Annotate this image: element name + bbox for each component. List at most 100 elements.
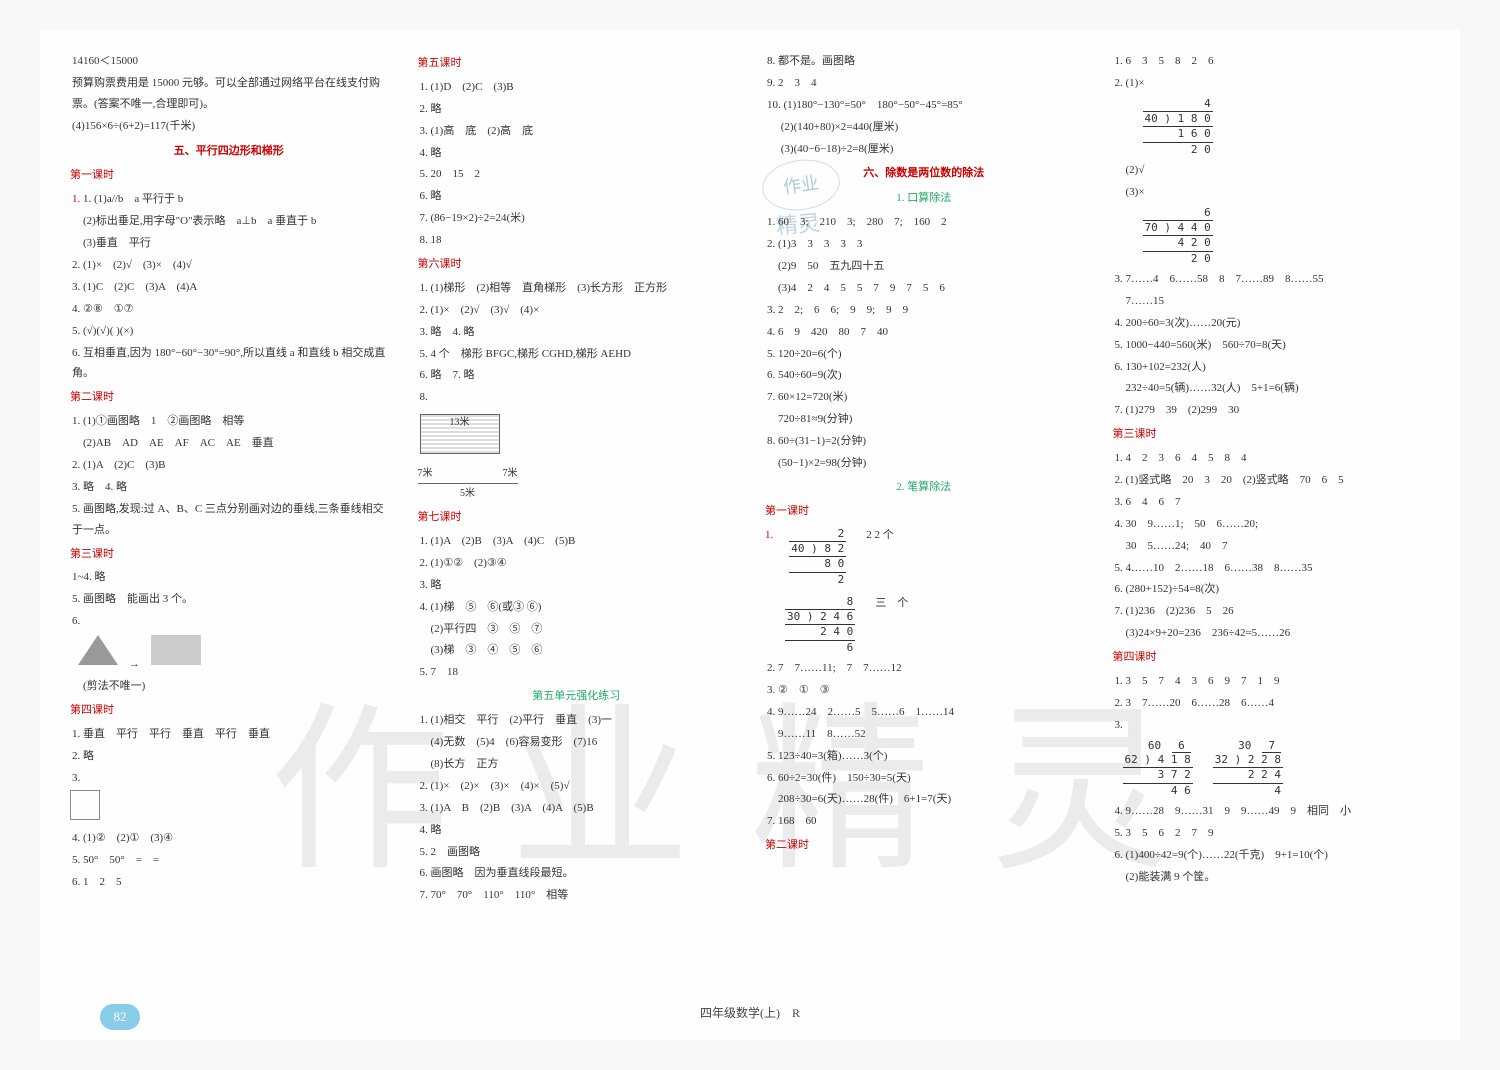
answer-line: 6. (1)400÷42=9(个)……22(千克) 9+1=10(个) bbox=[1113, 845, 1431, 866]
answer-line: 3. ② ① ③ bbox=[765, 680, 1083, 701]
long-division-2: 8 30 ) 2 4 6 2 4 0 6 bbox=[785, 595, 855, 655]
answer-line: 3. bbox=[70, 768, 388, 789]
lesson-7-title: 第七课时 bbox=[418, 507, 736, 528]
answer-line: 8. 18 bbox=[418, 230, 736, 251]
lesson-6-title: 第六课时 bbox=[418, 254, 736, 275]
answer-line: 1~4. 略 bbox=[70, 567, 388, 588]
answer-line: 9. 2 3 4 bbox=[765, 73, 1083, 94]
answer-line: 6. 540÷60=9(次) bbox=[765, 365, 1083, 386]
answer-line: 2. 略 bbox=[418, 99, 736, 120]
answer-line: 5. 4……10 2……18 6……38 8……35 bbox=[1113, 558, 1431, 579]
answer-line: (50−1)×2=98(分钟) bbox=[765, 453, 1083, 474]
answer-line: 5. 50° 50° = = bbox=[70, 850, 388, 871]
answer-line: 5. 1000−440=560(米) 560÷70=8(天) bbox=[1113, 335, 1431, 356]
answer-line: 4. (1)② (2)① (3)④ bbox=[70, 828, 388, 849]
answer-line: 2. (1)× bbox=[1113, 73, 1431, 94]
answer-line: 3. 略 bbox=[418, 575, 736, 596]
diagram-left-label: 7米 bbox=[418, 464, 433, 483]
text-line: 14160＜15000 bbox=[70, 51, 388, 72]
answer-line: (2)标出垂足,用字母"O"表示略 a⊥b a 垂直于 b bbox=[70, 211, 388, 232]
sub-2-title: 2. 笔算除法 bbox=[765, 477, 1083, 498]
answer-line: 2. (1)3 3 3 3 3 bbox=[765, 234, 1083, 255]
column-4: 1. 6 3 5 8 2 6 2. (1)× 4 40 ) 1 8 0 1 6 … bbox=[1113, 50, 1431, 980]
answer-line: 1. (1)梯形 (2)相等 直角梯形 (3)长方形 正方形 bbox=[418, 278, 736, 299]
long-division-c4-3b: 30 7 32 ) 2 2 8 2 2 4 4 bbox=[1213, 739, 1283, 798]
answer-line: 4. 9……24 2……5 5……6 1……14 bbox=[765, 702, 1083, 723]
column-1: 14160＜15000 预算购票费用是 15000 元够。可以全部通过网络平台在… bbox=[70, 50, 388, 980]
answer-line: 3. (1)A B (2)B (3)A (4)A (5)B bbox=[418, 798, 736, 819]
page-footer: 四年级数学(上) R bbox=[40, 1003, 1460, 1025]
long-division-c4-2: 6 70 ) 4 4 0 4 2 0 2 0 bbox=[1143, 206, 1213, 266]
answer-line: 2. (1)竖式略 20 3 20 (2)竖式略 70 6 5 bbox=[1113, 470, 1431, 491]
c4-lesson-4-title: 第四课时 bbox=[1113, 647, 1431, 668]
column-3: 8. 都不是。画图略 9. 2 3 4 10. (1)180°−130°=50°… bbox=[765, 50, 1083, 980]
answer-line: 2. (1)①② (2)③④ bbox=[418, 553, 736, 574]
answer-line: 3. 6 4 6 7 bbox=[1113, 492, 1431, 513]
answer-line: (3)(40−6−18)÷2=8(厘米) bbox=[765, 139, 1083, 160]
lesson-4-title: 第四课时 bbox=[70, 700, 388, 721]
answer-line: 6. 互相垂直,因为 180°−60°−30°=90°,所以直线 a 和直线 b… bbox=[70, 343, 388, 385]
answer-line: 5. (√)(√)( )(×) bbox=[70, 321, 388, 342]
answer-line: 5. 画图略 能画出 3 个。 bbox=[70, 589, 388, 610]
answer-line: 2. (1)× (2)√ (3)× (4)√ bbox=[70, 255, 388, 276]
section-title-5: 五、平行四边形和梯形 bbox=[70, 141, 388, 162]
answer-line: (2)√ bbox=[1113, 160, 1431, 181]
answer-line: 5. 7 18 bbox=[418, 662, 736, 683]
answer-line: (2)AB AD AE AF AC AE 垂直 bbox=[70, 433, 388, 454]
division-note: 三 个 bbox=[875, 593, 908, 657]
long-division-c4-1: 4 40 ) 1 8 0 1 6 0 2 0 bbox=[1143, 97, 1213, 157]
column-2: 第五课时 1. (1)D (2)C (3)B 2. 略 3. (1)高 底 (2… bbox=[418, 50, 736, 980]
answer-line: 1. 60 3; 210 3; 280 7; 160 2 bbox=[765, 212, 1083, 233]
answer-line: 7. (86−19×2)÷2=24(米) bbox=[418, 208, 736, 229]
answer-line: 10. (1)180°−130°=50° 180°−50°−45°=85° bbox=[765, 95, 1083, 116]
answer-line: 3. 略 4. 略 bbox=[418, 322, 736, 343]
answer-line: 6. 略 bbox=[418, 186, 736, 207]
answer-line: 4. 略 bbox=[418, 820, 736, 841]
text-line: (4)156×6÷(6+2)=117(千米) bbox=[70, 116, 388, 137]
answer-line: (2)平行四 ③ ⑤ ⑦ bbox=[418, 619, 736, 640]
answer-line: 720÷81≈9(分钟) bbox=[765, 409, 1083, 430]
answer-line: 4. 9……28 9……31 9 9……49 9 相同 小 bbox=[1113, 801, 1431, 822]
answer-line: 5. 20 15 2 bbox=[418, 164, 736, 185]
sub-1-title: 1. 口算除法 bbox=[765, 188, 1083, 209]
answer-line: 4. 6 9 420 80 7 40 bbox=[765, 322, 1083, 343]
answer-line: 1. (1)相交 平行 (2)平行 垂直 (3)一 bbox=[418, 710, 736, 731]
answer-line: 3. (1)C (2)C (3)A (4)A bbox=[70, 277, 388, 298]
answer-line: 1. 6 3 5 8 2 6 bbox=[1113, 51, 1431, 72]
answer-line: 4. 200÷60=3(次)……20(元) bbox=[1113, 313, 1431, 334]
c3-lesson-2-title: 第二课时 bbox=[765, 835, 1083, 856]
answer-line: 1. 3 5 7 4 3 6 9 7 1 9 bbox=[1113, 671, 1431, 692]
answer-line: 208÷30=6(天)……28(件) 6+1=7(天) bbox=[765, 789, 1083, 810]
answer-line: 5. 2 画图略 bbox=[418, 842, 736, 863]
answer-line: 1. (1)D (2)C (3)B bbox=[418, 77, 736, 98]
answer-line: 8. 60÷(31−1)=2(分钟) bbox=[765, 431, 1083, 452]
answer-line: 3. 略 4. 略 bbox=[70, 477, 388, 498]
answer-line: 2. 3 7……20 6……28 6……4 bbox=[1113, 693, 1431, 714]
answer-line: 6. bbox=[70, 611, 388, 632]
answer-line: 1. 1. (1)a//b a 平行于 b bbox=[70, 189, 388, 210]
diagram-bottom-label: 5米 bbox=[418, 483, 518, 503]
answer-line: (2)能装满 9 个筐。 bbox=[1113, 867, 1431, 888]
answer-line: (3)梯 ③ ④ ⑤ ⑥ bbox=[418, 640, 736, 661]
answer-line: 2. (1)× (2)√ (3)√ (4)× bbox=[418, 300, 736, 321]
answer-line: 5. 3 5 6 2 7 9 bbox=[1113, 823, 1431, 844]
answer-line: 6. 60÷2=30(件) 150÷30=5(天) bbox=[765, 768, 1083, 789]
answer-line: 8. bbox=[418, 387, 736, 408]
answer-line: (3)× bbox=[1113, 182, 1431, 203]
answer-line: 7. (1)279 39 (2)299 30 bbox=[1113, 400, 1431, 421]
answer-line: 6. 1 2 5 bbox=[70, 872, 388, 893]
long-division-c4-3a: 60 6 62 ) 4 1 8 3 7 2 4 6 bbox=[1123, 739, 1193, 798]
answer-line: 30 5……24; 40 7 bbox=[1113, 536, 1431, 557]
answer-line: 5. 120÷20=6(个) bbox=[765, 344, 1083, 365]
answer-line: 9……11 8……52 bbox=[765, 724, 1083, 745]
lesson-5-title: 第五课时 bbox=[418, 53, 736, 74]
answer-line: 2. 略 bbox=[70, 746, 388, 767]
diagram-right-label: 7米 bbox=[503, 464, 518, 483]
zigzag-shape bbox=[70, 790, 388, 828]
answer-line: (2)(140+80)×2=440(厘米) bbox=[765, 117, 1083, 138]
c4-lesson-3-title: 第三课时 bbox=[1113, 424, 1431, 445]
answer-line: (3)垂直 平行 bbox=[70, 233, 388, 254]
answer-line: 4. 略 bbox=[418, 143, 736, 164]
answer-line: 6. 画图略 因为垂直线段最短。 bbox=[418, 863, 736, 884]
division-note: 2 2 个 bbox=[866, 525, 894, 589]
